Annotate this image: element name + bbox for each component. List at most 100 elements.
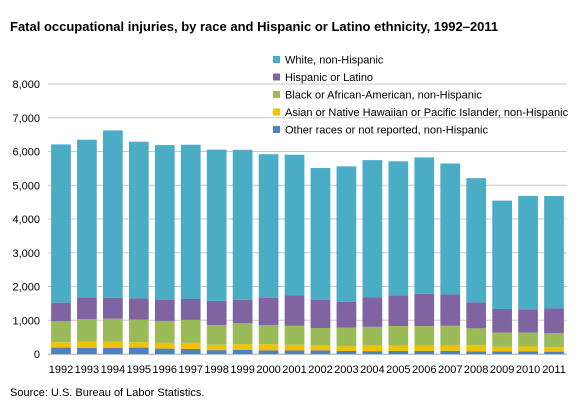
legend-label: Black or African-American, non-Hispanic xyxy=(285,90,482,102)
bar-segment xyxy=(258,350,279,354)
bar-segment xyxy=(128,342,149,348)
y-tick-label: 5,000 xyxy=(12,180,40,192)
bar-segment xyxy=(206,350,227,354)
bar-segment xyxy=(544,196,564,309)
bar-segment xyxy=(544,308,564,334)
bar-segment xyxy=(466,178,487,303)
bar-segment xyxy=(492,332,512,347)
bar-segment xyxy=(336,301,357,328)
bar-segment xyxy=(492,346,512,352)
x-tick-label: 2010 xyxy=(516,364,540,376)
bar-segment xyxy=(518,309,538,333)
bar-segment xyxy=(492,308,512,333)
bar-segment xyxy=(362,160,383,298)
bar-segment xyxy=(258,324,279,345)
x-axis: 1992 1993 1994 1995 1996 1997 1998 1999 2000 2001… xyxy=(48,354,567,376)
bar-segment xyxy=(103,297,123,319)
bar-segment xyxy=(77,347,97,354)
bar-segment xyxy=(103,341,123,348)
y-tick-label: 1,000 xyxy=(12,315,40,327)
x-tick-label: 2009 xyxy=(490,364,514,376)
bar-segment xyxy=(440,350,461,354)
x-tick-label: 2005 xyxy=(386,364,410,376)
bar-segment xyxy=(128,298,149,320)
chart-title: Fatal occupational injuries, by race and… xyxy=(10,19,499,34)
y-tick-label: 2,000 xyxy=(12,282,40,294)
x-tick-label: 1995 xyxy=(127,364,151,376)
bar-segment xyxy=(492,200,512,309)
x-tick-label: 2002 xyxy=(308,364,332,376)
bar-segment xyxy=(388,325,409,346)
bar-segment xyxy=(232,323,253,345)
bar-segment xyxy=(414,350,435,354)
bar-segment xyxy=(77,139,97,298)
bar-segment xyxy=(51,144,71,303)
bar-segment xyxy=(362,345,383,352)
bar-segment xyxy=(77,341,97,348)
bar-segment xyxy=(466,351,487,354)
bar-segment xyxy=(336,346,357,351)
bar-segment xyxy=(284,295,305,326)
x-tick-label: 2000 xyxy=(256,364,280,376)
bar-segment xyxy=(232,149,253,300)
bar-segment xyxy=(232,349,253,354)
bar-segment xyxy=(310,350,331,354)
y-tick-label: 4,000 xyxy=(12,214,40,226)
bar-segment xyxy=(440,325,461,346)
bar-segment xyxy=(284,325,305,345)
bar-segment xyxy=(466,302,487,329)
y-tick-label: 8,000 xyxy=(12,79,40,91)
bar-segment xyxy=(336,350,357,354)
bar-segment xyxy=(154,300,175,321)
bar-segment xyxy=(310,300,331,329)
legend-swatch xyxy=(273,108,280,116)
bar-segment xyxy=(206,300,227,326)
bar-segment xyxy=(388,345,409,351)
legend: White, non-Hispanic Hispanic or Latino Bla… xyxy=(273,55,569,137)
chart-source: Source: U.S. Bureau of Labor Statistics. xyxy=(10,387,205,399)
bar-segment xyxy=(128,319,149,343)
bar-segment xyxy=(258,344,279,351)
bar-segment xyxy=(544,333,564,348)
y-tick-label: 0 xyxy=(34,349,40,361)
x-tick-label: 2007 xyxy=(438,364,462,376)
x-tick-label: 1999 xyxy=(230,364,254,376)
bar-segment xyxy=(518,351,538,354)
bar-segment xyxy=(103,347,123,354)
bar-segment xyxy=(388,161,409,296)
x-tick-label: 1996 xyxy=(153,364,177,376)
x-tick-label: 2011 xyxy=(542,364,566,376)
bar-segment xyxy=(51,321,71,343)
y-tick-label: 7,000 xyxy=(12,113,40,125)
bar-segment xyxy=(180,348,201,354)
bar-segment xyxy=(180,342,201,349)
bar-segment xyxy=(180,144,201,299)
x-tick-label: 2004 xyxy=(360,364,384,376)
x-tick-label: 1994 xyxy=(101,364,125,376)
bar-segment xyxy=(51,342,71,348)
bar-segment xyxy=(51,302,71,322)
legend-label: Other races or not reported, non-Hispani… xyxy=(285,125,488,137)
bar-segment xyxy=(518,332,538,347)
x-tick-label: 1997 xyxy=(178,364,202,376)
bar-segment xyxy=(180,319,201,343)
bar-segment xyxy=(77,319,97,342)
bar-segment xyxy=(414,326,435,346)
x-tick-label: 2006 xyxy=(412,364,436,376)
bar-segment xyxy=(180,298,201,320)
x-tick-label: 1993 xyxy=(75,364,99,376)
legend-swatch xyxy=(273,126,280,133)
bar-segment xyxy=(440,163,461,295)
bar-segment xyxy=(284,154,305,296)
x-tick-label: 1998 xyxy=(204,364,228,376)
x-tick-label: 2003 xyxy=(334,364,358,376)
x-tick-label: 1992 xyxy=(49,364,73,376)
bar-segment xyxy=(284,350,305,354)
bar-segment xyxy=(206,325,227,345)
bar-segment xyxy=(128,141,149,299)
bar-segment xyxy=(258,297,279,325)
bar-segment xyxy=(440,345,461,351)
y-tick-label: 3,000 xyxy=(12,248,40,260)
bar-segment xyxy=(336,166,357,302)
bar-segment xyxy=(336,327,357,347)
